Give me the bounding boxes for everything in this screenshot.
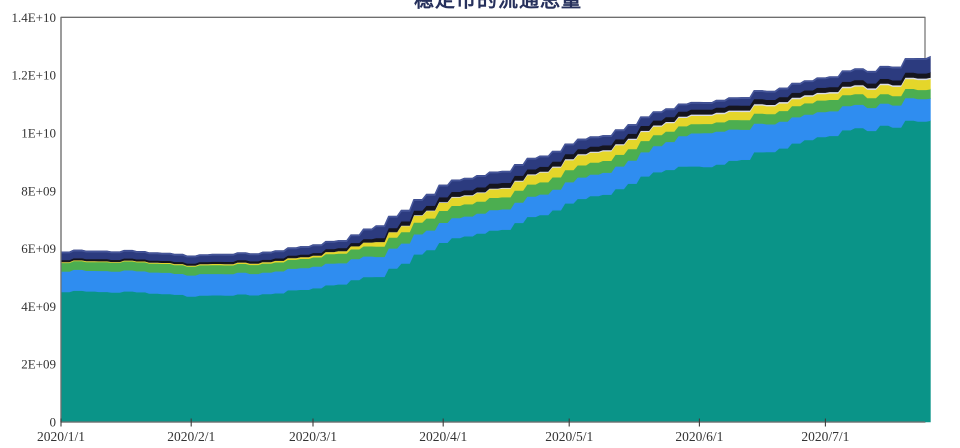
y-tick-label: 8E+09 — [21, 183, 56, 198]
y-tick-label: 2E+09 — [21, 357, 56, 372]
chart-title: 稳定币的流通总量 — [414, 0, 582, 12]
y-tick-label: 6E+09 — [21, 241, 56, 256]
x-tick-label: 2020/4/1 — [419, 429, 467, 444]
x-tick-label: 2020/3/1 — [289, 429, 337, 444]
y-tick-label: 4E+09 — [21, 299, 56, 314]
x-tick-label: 2020/5/1 — [545, 429, 593, 444]
x-tick-label: 2020/7/1 — [801, 429, 849, 444]
x-tick-label: 2020/2/1 — [167, 429, 215, 444]
stack-top-edge — [61, 56, 931, 258]
x-tick-label: 2020/6/1 — [675, 429, 723, 444]
x-tick-label: 2020/1/1 — [37, 429, 85, 444]
y-tick-label: 1E+10 — [21, 126, 56, 141]
y-tick-label: 0 — [50, 415, 57, 430]
y-tick-label: 1.2E+10 — [11, 68, 56, 83]
y-tick-label: 1.4E+10 — [11, 10, 56, 25]
